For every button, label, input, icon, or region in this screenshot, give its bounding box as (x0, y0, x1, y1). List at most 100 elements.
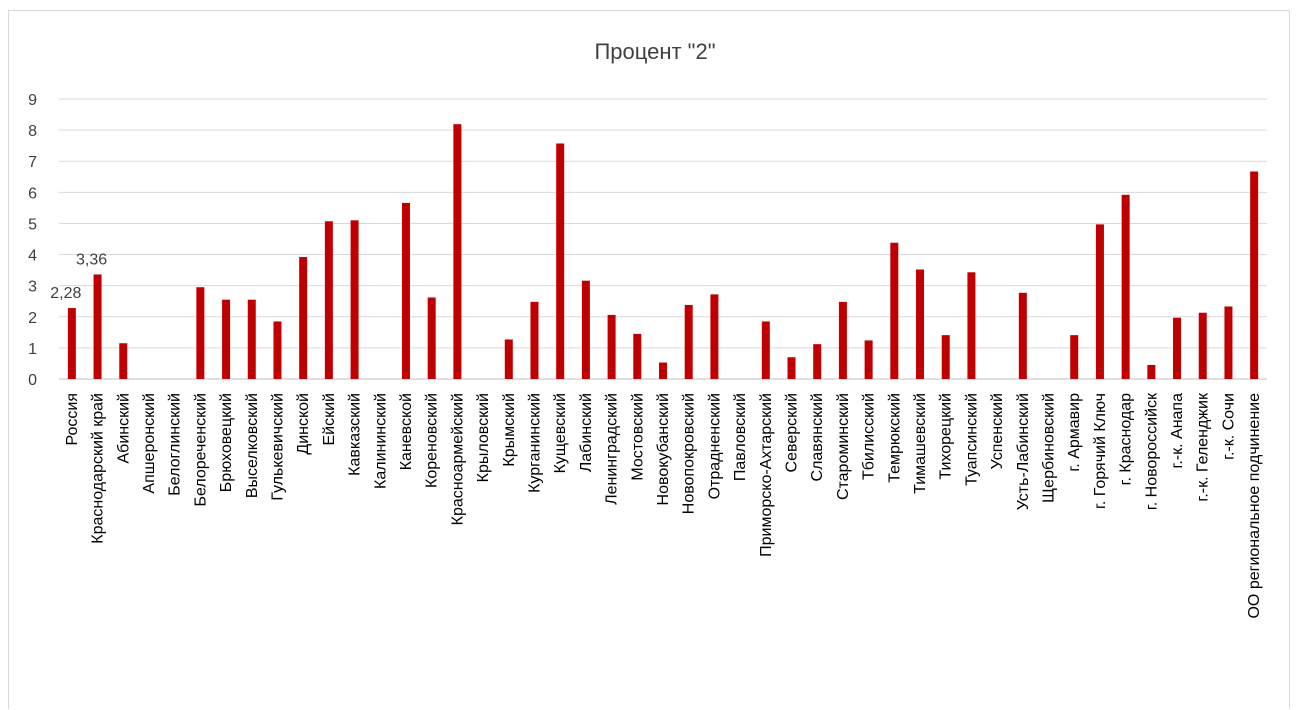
category-label: Выселковский (244, 393, 261, 498)
bar-chart: Процент "2" 0 1 2 3 4 5 6 7 8 9 2,28 3,36 Россия Кр… (28, 39, 1267, 619)
data-labels: 2,28 3,36 (50, 251, 107, 302)
category-label: Новопокровский (681, 393, 698, 514)
category-label: Россия (64, 393, 81, 445)
category-label: Тбилисский (861, 393, 878, 480)
y-tick-label: 2 (28, 310, 37, 327)
category-label: г.-к. Анапа (1169, 393, 1186, 469)
bar (556, 143, 565, 379)
bar (916, 269, 925, 379)
bar (838, 301, 847, 379)
category-label: Белореченский (192, 393, 209, 507)
bar (273, 321, 282, 379)
category-label: Красноармейский (449, 393, 466, 525)
bar (633, 333, 642, 379)
bar (761, 321, 770, 379)
category-label: Темрюкский (886, 393, 903, 483)
category-label: Мостовский (629, 393, 646, 481)
category-label: Кущевский (552, 393, 569, 473)
category-label: Кореновский (424, 393, 441, 488)
bar (1147, 365, 1156, 379)
bar (967, 272, 976, 379)
y-tick-label: 1 (28, 341, 37, 358)
chart-frame: Процент "2" 0 1 2 3 4 5 6 7 8 9 2,28 3,36 Россия Кр… (8, 10, 1290, 709)
category-label: г. Новороссийск (1143, 392, 1160, 510)
data-label: 3,36 (76, 251, 107, 268)
x-axis-labels: Россия Краснодарский край Абинский Апшеронс… (64, 392, 1263, 619)
category-label: Каневской (398, 393, 415, 470)
category-label: Кавказский (347, 393, 364, 476)
bar (1173, 317, 1182, 379)
category-label: Успенский (989, 393, 1006, 469)
y-tick-label: 5 (28, 216, 37, 233)
bar (1250, 171, 1259, 379)
y-tick-label: 0 (28, 372, 37, 389)
y-tick-label: 3 (28, 279, 37, 296)
category-label: Апшеронский (141, 393, 158, 494)
chart-title: Процент "2" (594, 39, 715, 64)
category-label: Абинский (115, 393, 132, 463)
category-label: Лабинский (578, 393, 595, 472)
bar (684, 304, 693, 379)
bar (299, 257, 308, 379)
bar (427, 297, 436, 379)
y-axis-ticks: 0 1 2 3 4 5 6 7 8 9 (28, 92, 37, 389)
category-label: Гулькевичский (269, 393, 286, 501)
bars (67, 124, 1259, 379)
category-label: Динской (295, 393, 312, 455)
category-label: г. Армавир (1066, 393, 1083, 472)
category-label: г.-к. Геленджик (1195, 392, 1212, 502)
y-tick-label: 4 (28, 248, 37, 265)
category-label: Курганинский (526, 393, 543, 493)
bar (659, 362, 667, 379)
category-label: Брюховецкий (218, 393, 235, 492)
bar (324, 221, 333, 379)
bar (864, 340, 873, 379)
category-label: Северский (784, 393, 801, 472)
bar (93, 274, 102, 379)
bar (196, 287, 205, 379)
bar (1121, 194, 1130, 379)
category-label: Новокубанский (655, 393, 672, 505)
bar (350, 220, 359, 379)
category-label: Приморско-Ахтарский (758, 393, 775, 557)
bar (710, 294, 719, 379)
bar (813, 344, 822, 379)
category-label: Ленинградский (604, 393, 621, 505)
y-tick-label: 7 (28, 154, 37, 171)
category-label: Тихорецкий (938, 393, 955, 480)
category-label: г. Горячий Ключ (1092, 393, 1109, 509)
category-label: Павловский (732, 393, 749, 481)
bar (453, 124, 462, 379)
category-label: Тимашевский (912, 393, 929, 494)
category-label: Щербиновский (1041, 393, 1058, 503)
y-tick-label: 9 (28, 92, 37, 109)
category-label: г.-к. Сочи (1220, 393, 1237, 460)
bar (222, 299, 231, 379)
bar (941, 335, 950, 379)
data-label: 2,28 (50, 285, 81, 302)
bar (504, 339, 513, 379)
category-label: Крыловский (475, 393, 492, 482)
bar (787, 357, 796, 379)
bar (530, 301, 539, 379)
category-label: Калининский (372, 393, 389, 489)
category-label: Краснодарский край (90, 393, 107, 544)
bar (247, 299, 256, 379)
category-label: г. Краснодар (1118, 393, 1135, 486)
bar (1095, 224, 1104, 379)
category-label: Ейский (321, 393, 338, 445)
bar (607, 314, 616, 379)
category-label: Усть-Лабинский (1015, 393, 1032, 510)
category-label: Крымский (501, 393, 518, 467)
gridlines (59, 98, 1267, 380)
bar (1224, 306, 1233, 379)
category-label: Туапсинский (963, 393, 980, 486)
category-label: Славянский (809, 393, 826, 481)
bar (890, 242, 899, 379)
y-tick-label: 8 (28, 123, 37, 140)
y-tick-label: 6 (28, 185, 37, 202)
category-label: Отрадненский (706, 393, 723, 499)
bar (401, 202, 410, 379)
bar (581, 280, 590, 379)
bar (1070, 335, 1079, 379)
